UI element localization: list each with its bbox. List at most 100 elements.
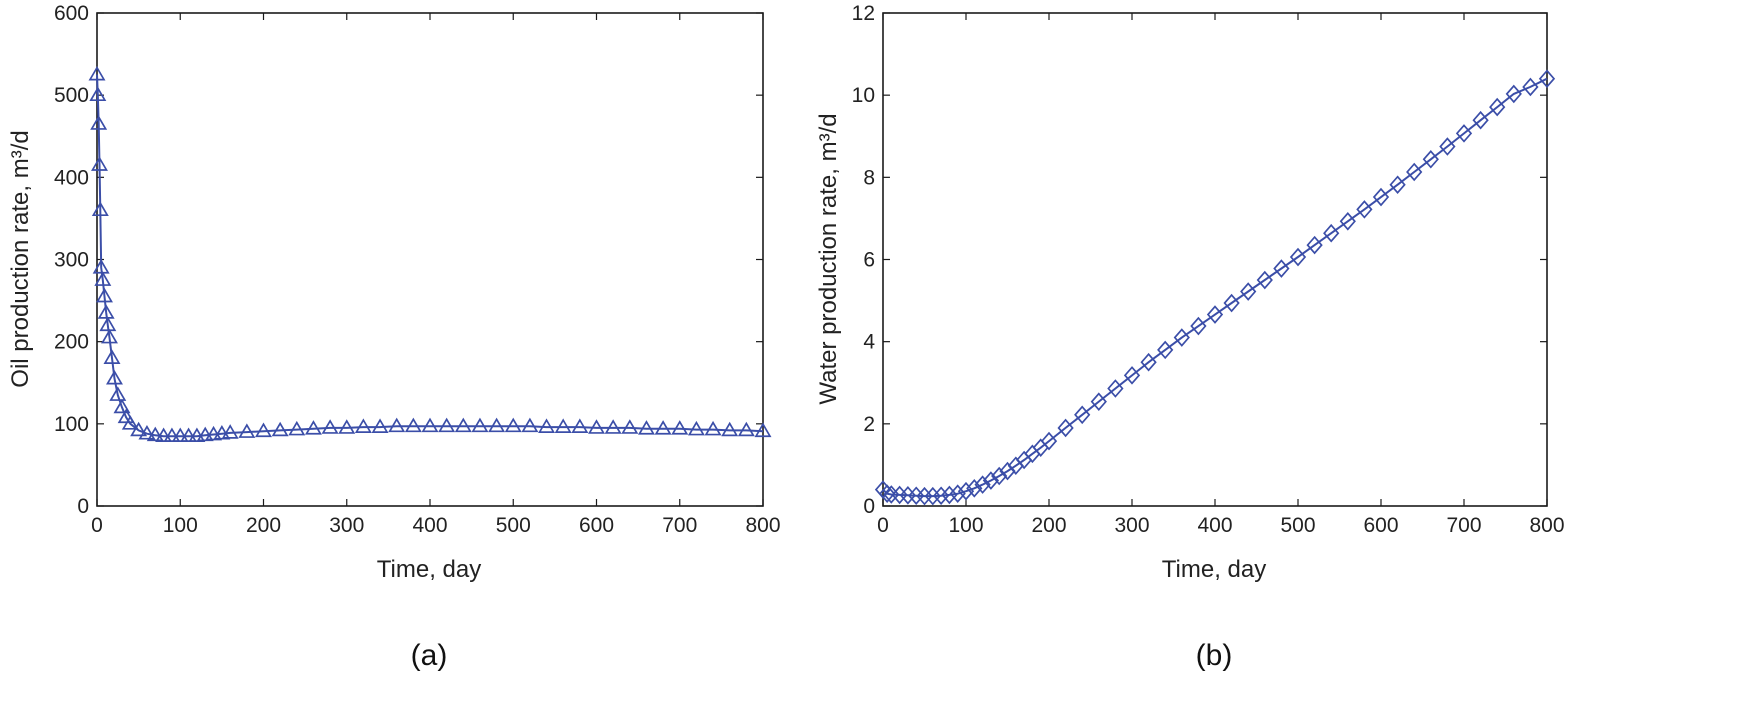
x-tick-label: 500 xyxy=(496,514,531,537)
data-point-marker xyxy=(163,427,181,443)
x-tick-label: 0 xyxy=(877,514,889,537)
data-point-marker xyxy=(171,427,189,443)
data-point-marker xyxy=(117,408,135,424)
y-axis-title: Oil production rate, m³/d xyxy=(7,130,34,387)
data-point-marker xyxy=(737,421,755,437)
data-point-marker xyxy=(304,420,322,435)
y-tick-label: 12 xyxy=(852,2,875,25)
data-point-marker xyxy=(521,417,539,433)
data-point-marker xyxy=(1323,223,1340,243)
data-point-marker xyxy=(1422,149,1439,169)
data-point-marker xyxy=(354,418,372,433)
data-point-marker xyxy=(1173,328,1190,347)
y-tick-label: 500 xyxy=(54,84,89,107)
data-point-marker xyxy=(438,417,456,433)
x-tick-label: 600 xyxy=(1363,514,1398,537)
data-point-marker xyxy=(99,316,117,332)
data-point-marker xyxy=(1057,418,1074,438)
data-point-marker xyxy=(621,419,639,434)
data-point-marker xyxy=(949,484,966,503)
x-tick-label: 0 xyxy=(91,514,103,537)
chart-panel-a: Time, day Oil production rate, m³/d (a) … xyxy=(7,2,781,672)
data-point-marker xyxy=(130,421,148,437)
x-tick-label: 200 xyxy=(1031,514,1066,537)
data-point-marker xyxy=(488,417,506,433)
x-axis-title: Time, day xyxy=(1162,556,1266,583)
data-point-marker xyxy=(957,481,975,501)
data-point-marker xyxy=(288,420,306,436)
plot-frame xyxy=(882,12,1548,507)
series-line xyxy=(882,77,1548,498)
data-point-marker xyxy=(1157,340,1174,360)
x-tick-label: 400 xyxy=(1197,514,1232,537)
data-point-marker xyxy=(113,398,131,414)
x-tick-label: 700 xyxy=(662,514,697,537)
data-point-marker xyxy=(554,418,572,433)
y-tick-label: 600 xyxy=(54,2,89,25)
data-point-marker xyxy=(92,259,110,274)
panel-label: (a) xyxy=(411,639,448,672)
x-axis-title: Time, day xyxy=(377,556,481,583)
y-tick-label: 0 xyxy=(77,495,89,518)
data-point-marker xyxy=(1356,200,1373,219)
series-line xyxy=(96,74,764,438)
data-point-marker xyxy=(1206,305,1224,324)
y-tick-label: 10 xyxy=(852,84,875,107)
data-point-marker xyxy=(371,418,389,433)
x-tick-label: 300 xyxy=(329,514,364,537)
data-point-marker xyxy=(321,419,339,434)
x-tick-label: 100 xyxy=(948,514,983,537)
data-point-marker xyxy=(1339,212,1356,231)
data-point-marker xyxy=(238,423,256,438)
data-point-marker xyxy=(96,287,113,303)
data-point-marker xyxy=(90,115,108,130)
data-point-marker xyxy=(1372,187,1390,207)
data-point-marker xyxy=(103,349,121,364)
x-tick-label: 600 xyxy=(579,514,614,537)
data-point-marker xyxy=(538,418,556,433)
data-point-marker xyxy=(271,421,289,437)
y-tick-label: 8 xyxy=(863,166,875,189)
data-point-marker xyxy=(637,420,655,435)
data-point-marker xyxy=(1140,352,1157,372)
y-tick-label: 200 xyxy=(54,331,89,354)
data-point-marker xyxy=(941,485,958,505)
data-point-marker xyxy=(1223,293,1240,313)
data-point-marker xyxy=(1306,235,1323,255)
data-point-marker xyxy=(991,466,1008,486)
data-point-marker xyxy=(255,422,272,438)
data-point-marker xyxy=(388,417,406,433)
data-point-marker xyxy=(966,479,983,498)
y-tick-label: 300 xyxy=(54,249,89,272)
y-tick-label: 100 xyxy=(54,413,89,436)
x-tick-label: 200 xyxy=(246,514,281,537)
data-point-marker xyxy=(1107,379,1124,398)
data-point-marker xyxy=(338,419,356,434)
data-point-marker xyxy=(671,420,689,435)
data-point-marker xyxy=(1190,316,1207,336)
data-point-marker xyxy=(721,421,739,437)
data-point-marker xyxy=(97,304,115,319)
data-point-marker xyxy=(180,427,198,443)
data-point-marker xyxy=(1522,77,1539,97)
data-point-marker xyxy=(89,86,107,102)
data-point-marker xyxy=(91,156,108,171)
x-tick-label: 400 xyxy=(412,514,447,537)
data-point-marker xyxy=(1123,366,1141,385)
y-tick-label: 4 xyxy=(863,331,875,354)
data-point-marker xyxy=(221,424,239,439)
data-point-marker xyxy=(1455,124,1473,143)
data-point-marker xyxy=(1289,247,1307,267)
data-point-marker xyxy=(654,420,672,435)
data-point-marker xyxy=(1090,392,1107,411)
data-point-marker xyxy=(879,484,896,503)
data-point-marker xyxy=(571,418,589,433)
data-point-marker xyxy=(982,471,1000,490)
data-point-marker xyxy=(687,420,705,436)
data-point-marker xyxy=(471,417,489,433)
data-point-marker xyxy=(91,201,109,217)
x-tick-label: 800 xyxy=(745,514,780,537)
data-point-marker xyxy=(1538,69,1556,89)
chart-panel-b: Time, day Water production rate, m³/d (b… xyxy=(815,2,1565,672)
